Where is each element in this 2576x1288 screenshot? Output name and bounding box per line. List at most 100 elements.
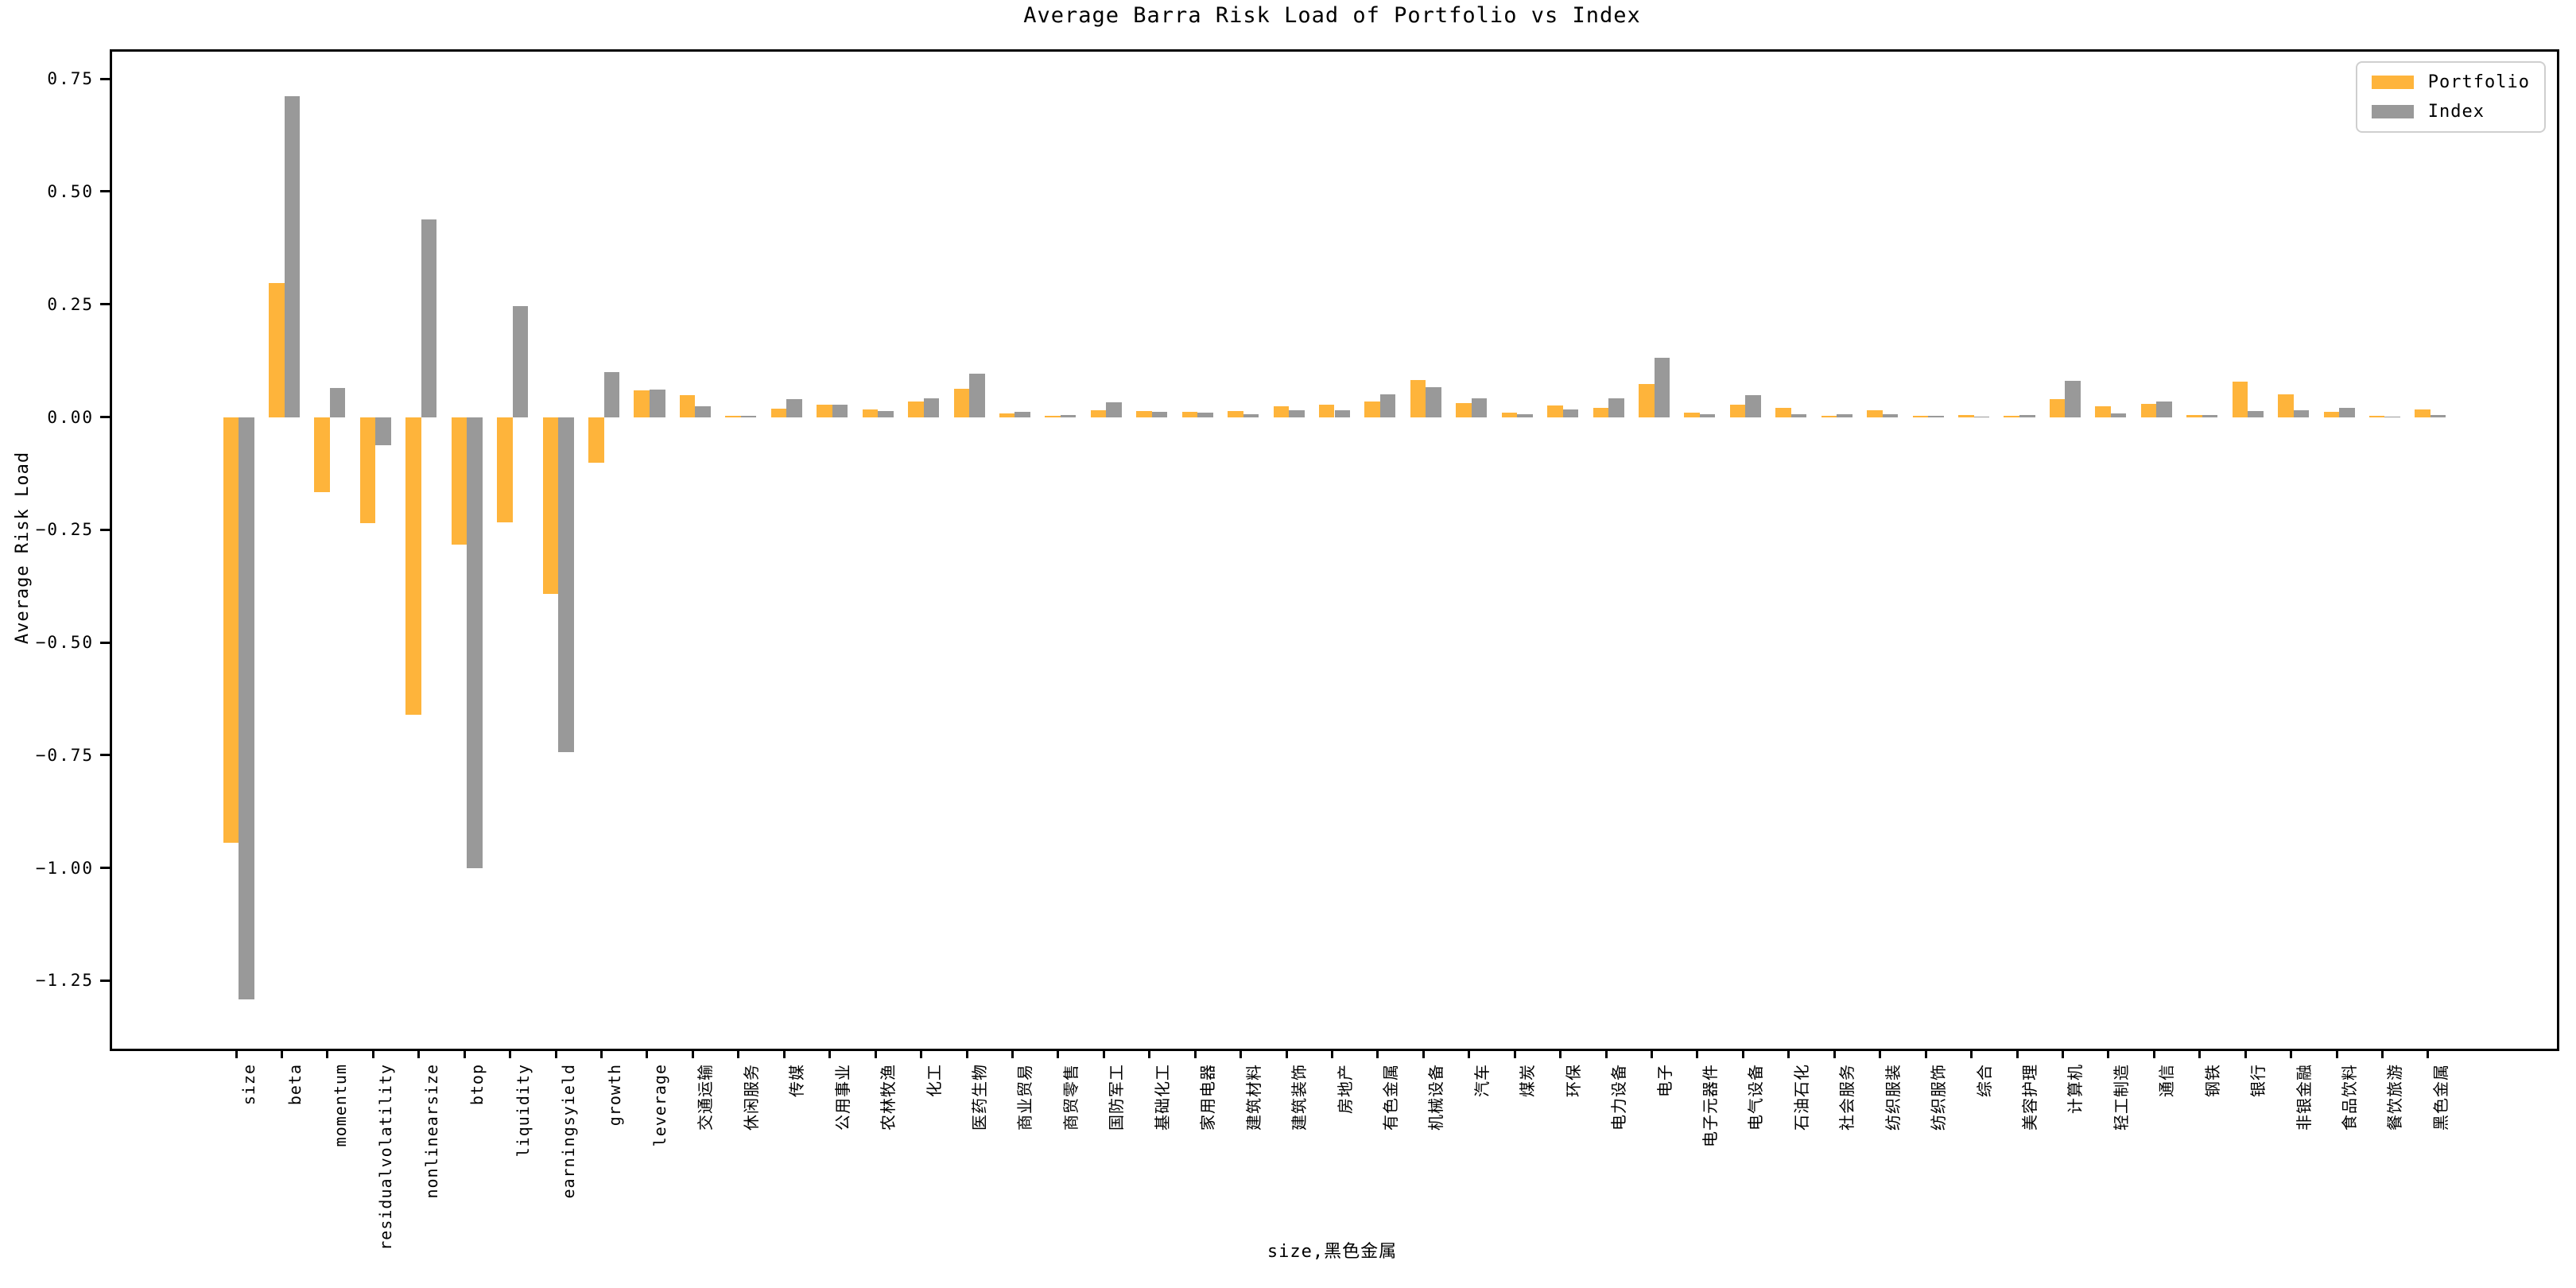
bar-portfolio-公用事业	[817, 405, 832, 417]
bar-portfolio-综合	[1958, 415, 1974, 417]
bar-portfolio-农林牧渔	[862, 409, 879, 417]
bar-portfolio-商业贸易	[999, 413, 1015, 417]
x-tick-mark	[281, 1049, 284, 1058]
bar-index-国防军工	[1106, 402, 1122, 417]
bar-portfolio-建筑材料	[1228, 410, 1243, 417]
bar-index-size	[239, 417, 254, 999]
x-tick-label-21: 家用电器	[1198, 1064, 1218, 1131]
y-tick-label: 0.75	[47, 69, 94, 89]
x-tick-label-40: 计算机	[2066, 1064, 2085, 1114]
bar-index-休闲服务	[740, 416, 757, 417]
x-tick-label-31: 电子	[1655, 1064, 1674, 1097]
x-tick-mark	[1376, 1049, 1379, 1058]
x-tick-label-6: liquidity	[513, 1064, 533, 1158]
y-tick-label: −0.25	[35, 520, 94, 540]
bar-index-电子元器件	[1699, 413, 1716, 417]
x-tick-label-8: growth	[604, 1064, 624, 1127]
bar-portfolio-商贸零售	[1045, 415, 1061, 417]
bar-index-汽车	[1471, 398, 1488, 417]
bar-portfolio-earningsyield	[542, 417, 559, 594]
legend-label: Portfolio	[2427, 72, 2530, 92]
bar-portfolio-休闲服务	[725, 415, 741, 417]
legend-swatch-portfolio	[2371, 76, 2414, 89]
bar-index-通信	[2156, 402, 2172, 417]
x-tick-mark	[1559, 1049, 1562, 1058]
y-tick-label: 0.00	[47, 407, 94, 427]
y-tick-label: −1.25	[35, 971, 94, 991]
x-tick-label-35: 社会服务	[1837, 1064, 1857, 1131]
bar-portfolio-化工	[908, 401, 924, 417]
x-tick-mark	[326, 1049, 329, 1058]
bar-portfolio-机械设备	[1410, 380, 1426, 417]
y-tick-mark	[100, 303, 110, 306]
x-tick-label-14: 农林牧渔	[879, 1064, 898, 1131]
x-tick-label-5: btop	[467, 1064, 487, 1106]
bar-index-美容护理	[2019, 414, 2035, 417]
x-tick-label-0: size	[239, 1064, 259, 1106]
bar-index-btop	[467, 417, 483, 869]
x-axis-label: size,黑色金属	[1267, 1242, 1398, 1262]
bar-portfolio-医药生物	[953, 389, 970, 417]
bar-portfolio-基础化工	[1136, 411, 1152, 417]
chart-title: Average Barra Risk Load of Portfolio vs …	[1023, 3, 1641, 28]
bar-index-非银金融	[2293, 410, 2310, 417]
bar-index-家用电器	[1197, 413, 1213, 417]
x-tick-label-36: 纺织服装	[1883, 1064, 1903, 1131]
bar-portfolio-煤炭	[1501, 413, 1518, 417]
x-tick-mark	[782, 1049, 786, 1058]
x-tick-label-29: 环保	[1563, 1064, 1583, 1097]
bar-portfolio-建筑装饰	[1273, 406, 1290, 417]
bar-portfolio-residualvolatility	[359, 417, 376, 524]
y-tick-mark	[100, 641, 110, 644]
y-tick-label: −1.00	[35, 858, 94, 878]
bar-index-liquidity	[512, 306, 529, 417]
bar-index-环保	[1562, 409, 1579, 417]
y-tick-label: −0.75	[35, 745, 94, 765]
bar-index-食品饮料	[2339, 408, 2355, 417]
bar-portfolio-计算机	[2049, 399, 2066, 417]
x-tick-mark	[371, 1049, 374, 1058]
bar-index-房地产	[1334, 410, 1351, 417]
bar-portfolio-电子	[1639, 384, 1655, 417]
bar-portfolio-momentum	[314, 417, 330, 492]
x-tick-mark	[1331, 1049, 1333, 1058]
bar-index-农林牧渔	[878, 411, 894, 417]
bar-portfolio-钢铁	[2186, 414, 2202, 417]
x-tick-label-19: 国防军工	[1107, 1064, 1127, 1131]
x-tick-label-11: 休闲服务	[741, 1064, 761, 1131]
y-tick-mark	[100, 867, 110, 870]
x-tick-label-1: beta	[285, 1064, 305, 1106]
bar-portfolio-纺织服装	[1867, 410, 1883, 417]
y-tick-label: 0.25	[47, 294, 94, 314]
bar-index-煤炭	[1517, 414, 1533, 417]
bar-portfolio-社会服务	[1821, 415, 1837, 417]
x-tick-mark	[1879, 1049, 1882, 1058]
bar-portfolio-交通运输	[679, 395, 696, 417]
bar-index-传媒	[786, 398, 802, 417]
x-tick-mark	[1468, 1049, 1471, 1058]
x-tick-label-26: 机械设备	[1426, 1064, 1446, 1131]
bar-portfolio-房地产	[1318, 405, 1335, 417]
x-tick-mark	[1696, 1049, 1699, 1058]
x-tick-mark	[1240, 1049, 1243, 1058]
y-axis-label: Average Risk Load	[13, 451, 33, 645]
x-tick-mark	[1011, 1049, 1014, 1058]
bar-portfolio-银行	[2232, 381, 2248, 417]
x-tick-mark	[2198, 1049, 2202, 1058]
bar-index-商业贸易	[1014, 412, 1030, 417]
x-tick-label-20: 基础化工	[1152, 1064, 1172, 1131]
x-tick-mark	[235, 1049, 238, 1058]
x-tick-label-24: 房地产	[1335, 1064, 1355, 1114]
bar-portfolio-电子元器件	[1684, 412, 1700, 417]
bar-portfolio-家用电器	[1181, 411, 1198, 417]
x-tick-mark	[737, 1049, 740, 1058]
x-tick-label-38: 综合	[1974, 1064, 1994, 1097]
x-tick-mark	[1833, 1049, 1836, 1058]
bar-portfolio-liquidity	[497, 417, 513, 522]
x-tick-label-7: earningsyield	[559, 1064, 579, 1199]
x-tick-mark	[1651, 1049, 1654, 1058]
bar-index-earningsyield	[558, 417, 574, 752]
x-tick-mark	[646, 1049, 649, 1058]
x-tick-mark	[1057, 1049, 1060, 1058]
x-tick-mark	[417, 1049, 421, 1058]
